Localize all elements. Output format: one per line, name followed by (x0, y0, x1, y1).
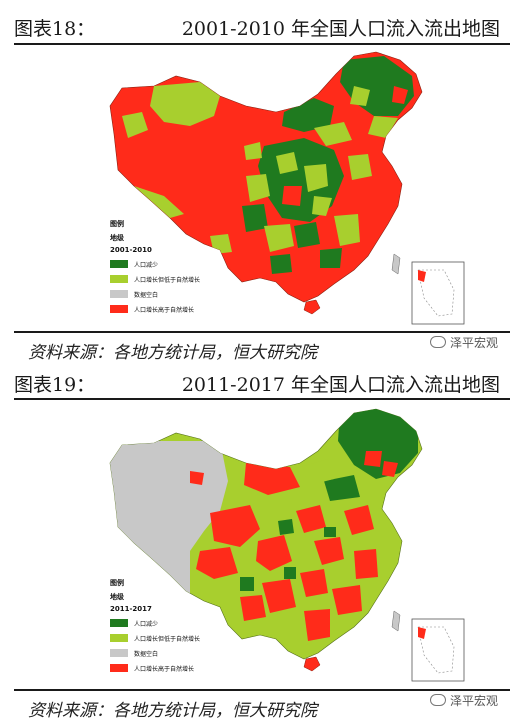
legend-2010: 图例 地级 2001-2010 人口减少 人口增长但低于自然增长 数据空白 人口… (110, 219, 200, 314)
figure-19-top-rule (14, 398, 510, 400)
legend-swatch-above-natural (110, 305, 128, 313)
legend-label-no-data: 数据空白 (134, 650, 158, 658)
legend-swatch-above-natural (110, 664, 128, 672)
legend-sub-heading: 地级 (110, 592, 125, 601)
legend-heading: 图例 (110, 219, 124, 228)
figure-18-top-rule (14, 43, 510, 45)
legend-period: 2001-2010 (110, 246, 152, 254)
wechat-icon (430, 694, 446, 706)
taiwan-island-2010 (391, 253, 401, 275)
legend-label-below-natural: 人口增长但低于自然增长 (134, 635, 200, 643)
legend-swatch-no-data (110, 649, 128, 657)
figure-18-watermark: 泽平宏观 (430, 334, 498, 354)
legend-period: 2011-2017 (110, 605, 152, 613)
legend-swatch-no-data (110, 290, 128, 298)
legend-label-decrease: 人口减少 (134, 261, 158, 269)
figure-19-number: 图表19： (14, 374, 96, 396)
taiwan-island-2017 (391, 610, 401, 632)
watermark-text: 泽平宏观 (450, 694, 499, 708)
south-china-sea-inset-2010 (411, 261, 465, 325)
legend-sub-heading: 地级 (110, 233, 125, 242)
legend-label-above-natural: 人口增长高于自然增长 (134, 306, 194, 314)
figure-18-bottom-rule (14, 331, 510, 333)
figure-18-number: 图表18： (14, 18, 96, 40)
hainan-island-2017 (303, 656, 321, 672)
legend-label-above-natural: 人口增长高于自然增长 (134, 665, 194, 673)
figure-19-map: 图例 地级 2011-2017 人口减少 人口增长但低于自然增长 数据空白 人口… (14, 401, 510, 688)
legend-heading: 图例 (110, 578, 124, 587)
legend-label-decrease: 人口减少 (134, 620, 158, 628)
figure-19-watermark: 泽平宏观 (430, 692, 498, 712)
watermark-text: 泽平宏观 (450, 336, 499, 350)
figure-19-title-text: 2011-2017 年全国人口流入流出地图 (181, 374, 500, 396)
figure-18-title: 图表18： 2001-2010 年全国人口流入流出地图 (14, 14, 508, 40)
hainan-island-2010 (303, 299, 321, 315)
figure-19-bottom-rule (14, 689, 510, 691)
figure-18-source: 资料来源：各地方统计局，恒大研究院 (28, 343, 317, 363)
legend-2017: 图例 地级 2011-2017 人口减少 人口增长但低于自然增长 数据空白 人口… (110, 578, 200, 673)
legend-label-below-natural: 人口增长但低于自然增长 (134, 276, 200, 284)
figure-18-title-text: 2001-2010 年全国人口流入流出地图 (181, 18, 500, 40)
legend-swatch-decrease (110, 619, 128, 627)
figure-18-map: 图例 地级 2001-2010 人口减少 人口增长但低于自然增长 数据空白 人口… (14, 46, 510, 330)
figure-19-source: 资料来源：各地方统计局，恒大研究院 (28, 701, 317, 721)
legend-swatch-below-natural (110, 275, 128, 283)
wechat-icon (430, 336, 446, 348)
figure-19-title: 图表19： 2011-2017 年全国人口流入流出地图 (14, 370, 508, 396)
legend-swatch-below-natural (110, 634, 128, 642)
legend-label-no-data: 数据空白 (134, 291, 158, 299)
legend-swatch-decrease (110, 260, 128, 268)
south-china-sea-inset-2017 (411, 618, 465, 682)
